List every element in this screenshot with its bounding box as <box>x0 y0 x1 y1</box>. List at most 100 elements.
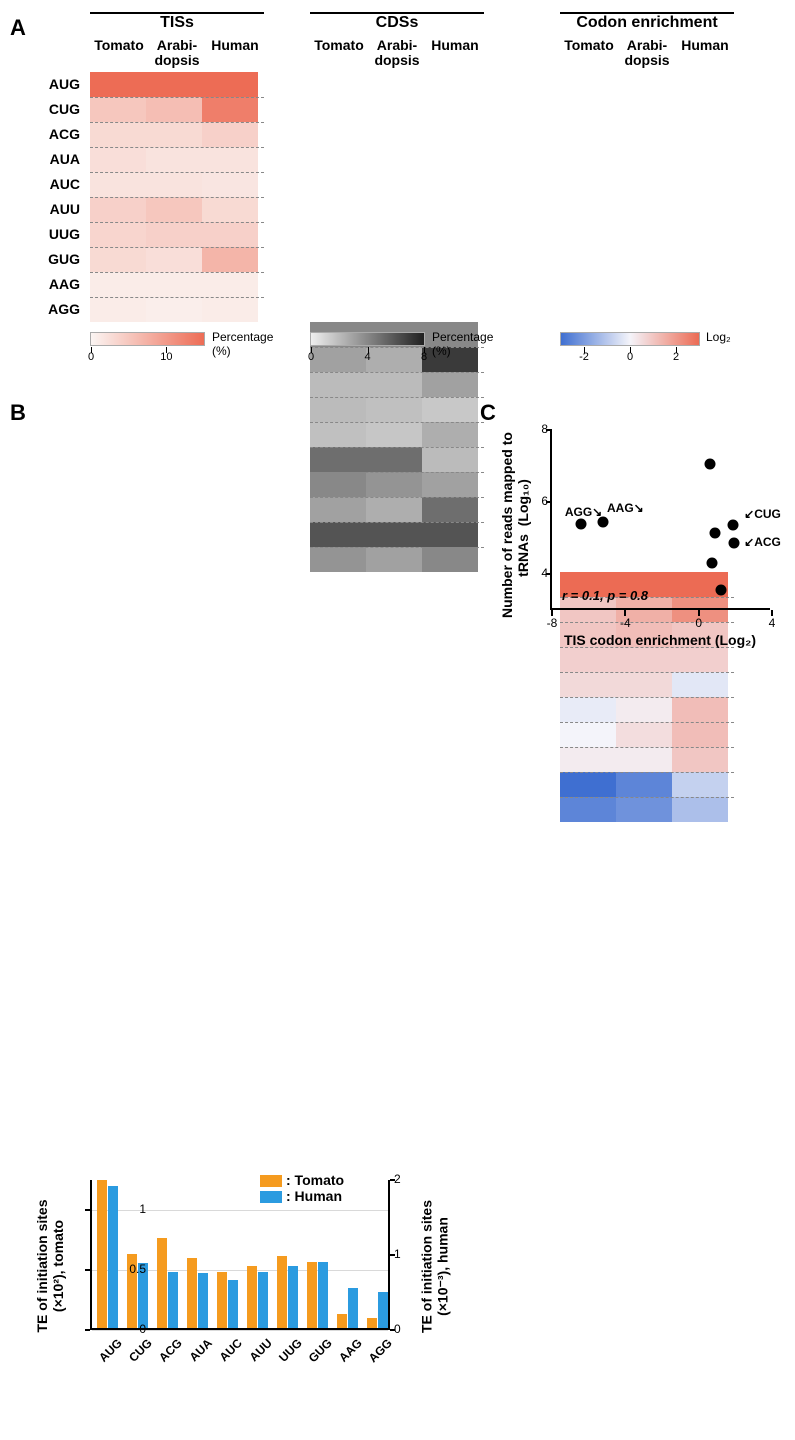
bar-human <box>318 1262 328 1328</box>
heatmap-cell <box>90 122 146 147</box>
col-title-enr: Codon enrichment <box>560 14 734 32</box>
heatmap-cell <box>146 147 202 172</box>
heatmap-cell <box>90 72 146 97</box>
heatmap-cell <box>422 397 478 422</box>
bar-human <box>198 1273 208 1328</box>
bar-tomato <box>217 1272 227 1328</box>
heatmap-cell <box>366 397 422 422</box>
x-tick-label: AGG <box>357 1336 395 1374</box>
x-tick-label: CUG <box>117 1336 155 1374</box>
bar-tomato <box>157 1238 167 1328</box>
heatmap-cdss <box>310 322 484 572</box>
scatter-point-label: AGG↘ <box>565 505 602 519</box>
heatmap-cell <box>310 472 366 497</box>
bar-human <box>228 1280 238 1328</box>
heatmap-cell <box>202 147 258 172</box>
heatmap-cell <box>366 422 422 447</box>
heatmap-cell <box>422 497 478 522</box>
heatmap-cell <box>310 372 366 397</box>
codon-row-labels: AUGCUGACGAUAAUCAUUUUGGUGAAGAGG <box>30 72 80 322</box>
heatmap-cell <box>146 222 202 247</box>
heatmap-cell <box>90 272 146 297</box>
panel-b-label: B <box>10 400 26 425</box>
x-tick-label: ACG <box>147 1336 185 1374</box>
heatmap-cell <box>146 97 202 122</box>
heatmap-cell <box>310 422 366 447</box>
heatmap-cell <box>146 122 202 147</box>
heatmap-cell <box>202 272 258 297</box>
codon-label: CUG <box>30 97 80 122</box>
heatmap-cell <box>146 272 202 297</box>
bar-tomato <box>307 1262 317 1328</box>
bar-tomato <box>247 1266 257 1328</box>
bar-human <box>168 1272 178 1328</box>
heatmap-cell <box>616 797 672 822</box>
species-header: Arabi- dopsis <box>148 38 206 69</box>
heatmap-cell <box>560 747 616 772</box>
heatmap-cell <box>202 222 258 247</box>
heatmap-cell <box>366 372 422 397</box>
heatmap-cell <box>310 522 366 547</box>
codon-label: AUU <box>30 197 80 222</box>
heatmap-cell <box>672 722 728 747</box>
heatmap-cell <box>422 372 478 397</box>
heatmap-cell <box>422 447 478 472</box>
heatmap-cell <box>202 72 258 97</box>
bar-tomato <box>367 1318 377 1328</box>
heatmap-tiss <box>90 72 264 322</box>
colorbar-cdss: 048 Percentage (%) <box>310 332 425 346</box>
heatmap-cell <box>672 747 728 772</box>
heatmap-cell <box>90 172 146 197</box>
heatmap-cell <box>146 72 202 97</box>
scatter-point <box>706 558 717 569</box>
x-tick-label: GUG <box>297 1336 335 1374</box>
scatter-point <box>704 459 715 470</box>
scatter-point-label: ↙ACG <box>744 535 781 549</box>
scatter-point <box>715 585 726 596</box>
scatter-point <box>710 527 721 538</box>
bar-human <box>348 1288 358 1328</box>
species-header: Human <box>676 38 734 69</box>
heatmap-cell <box>202 297 258 322</box>
heatmap-cell <box>422 472 478 497</box>
species-header: Arabi- dopsis <box>368 38 426 69</box>
species-header: Tomato <box>560 38 618 69</box>
heatmap-cell <box>202 247 258 272</box>
heatmap-cell <box>560 697 616 722</box>
heatmap-cell <box>616 772 672 797</box>
heatmap-cell <box>672 697 728 722</box>
species-header: Human <box>206 38 264 69</box>
heatmap-cell <box>146 172 202 197</box>
bar-human <box>378 1292 388 1328</box>
heatmap-cell <box>310 347 366 372</box>
codon-label: AUA <box>30 147 80 172</box>
scatter-x-label: TIS codon enrichment (Log₂) <box>540 632 780 648</box>
scatter-point <box>728 538 739 549</box>
heatmap-cell <box>202 197 258 222</box>
x-tick-label: AUC <box>207 1336 245 1374</box>
heatmap-cell <box>560 722 616 747</box>
heatmap-cell <box>202 172 258 197</box>
heatmap-cell <box>202 122 258 147</box>
codon-label: ACG <box>30 122 80 147</box>
codon-label: AAG <box>30 272 80 297</box>
heatmap-cell <box>366 447 422 472</box>
heatmap-cell <box>146 247 202 272</box>
heatmap-cell <box>366 472 422 497</box>
colorbar-tiss: 010 Percentage (%) <box>90 332 205 346</box>
legend: : Tomato : Human <box>260 1172 344 1204</box>
scatter-point <box>727 520 738 531</box>
heatmap-cell <box>672 772 728 797</box>
x-tick-label: AAG <box>327 1336 365 1374</box>
heatmap-cell <box>146 197 202 222</box>
heatmap-cell <box>366 547 422 572</box>
codon-label: GUG <box>30 247 80 272</box>
col-title-tiss: TISs <box>90 14 264 32</box>
scatter-point-label: AAG↘ <box>607 501 644 515</box>
panel-c-label: C <box>480 400 496 425</box>
heatmap-cell <box>366 522 422 547</box>
codon-label: UUG <box>30 222 80 247</box>
heatmap-cell <box>310 497 366 522</box>
heatmap-cell <box>672 797 728 822</box>
y-left-label: TE of initiation sites (×10²), tomato <box>34 1186 66 1346</box>
